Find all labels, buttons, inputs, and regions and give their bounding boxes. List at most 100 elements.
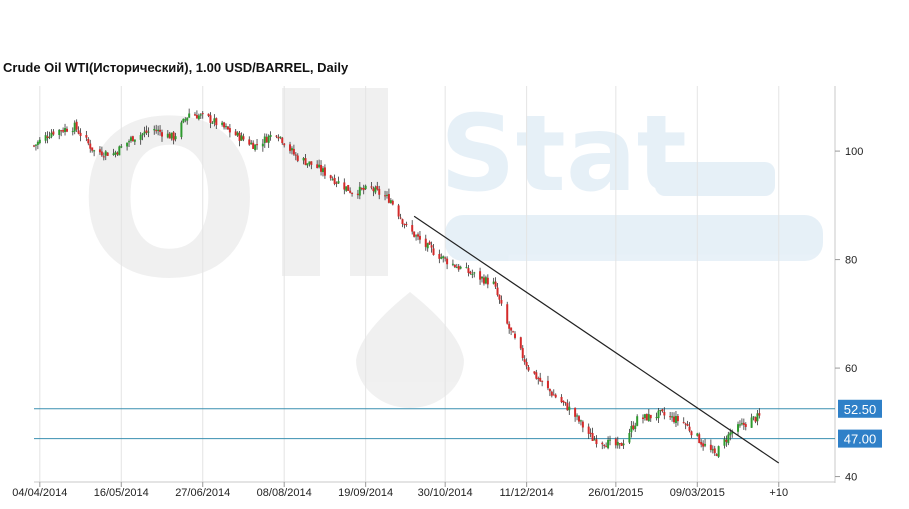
candle-body-up (104, 151, 107, 156)
candle (508, 321, 511, 334)
candle-body-down (744, 424, 747, 427)
candle (484, 275, 487, 285)
candle (228, 123, 231, 138)
candle (541, 380, 544, 387)
candle (581, 420, 584, 433)
candle-body-down (281, 137, 284, 144)
candle (133, 139, 136, 145)
candle (351, 192, 354, 197)
candle (213, 114, 216, 127)
candle (630, 420, 633, 438)
candle-body-down (581, 421, 584, 428)
candle (118, 145, 121, 156)
candle (750, 413, 753, 428)
candle (104, 150, 107, 161)
candle (87, 137, 90, 146)
candle-body-down (591, 433, 594, 441)
candle-body-down (226, 126, 229, 130)
candle (686, 420, 689, 427)
candle (405, 221, 408, 227)
level-label-box (838, 429, 882, 448)
candle (226, 126, 229, 130)
candle (157, 125, 160, 136)
candle (252, 140, 255, 149)
candle-body-down (155, 130, 158, 132)
candle-body-down (702, 443, 705, 447)
candle (457, 263, 460, 272)
x-tick-label: 26/01/2015 (588, 487, 643, 499)
candle-body-down (85, 135, 88, 138)
candle (546, 375, 549, 391)
candle-body-down (603, 444, 606, 446)
candle (550, 390, 553, 398)
candle (364, 184, 367, 190)
candle-body-down (75, 121, 78, 130)
candle-body-down (347, 185, 350, 191)
candle-body-down (663, 411, 666, 416)
candle-body-up (197, 115, 200, 120)
candle (603, 444, 606, 449)
level-label: 52.50 (844, 402, 877, 417)
candle (576, 413, 579, 421)
candle-body-down (506, 304, 509, 324)
candle-body-up (263, 136, 266, 143)
candle-body-down (248, 139, 251, 145)
candle (182, 118, 185, 124)
candle-body-up (616, 441, 619, 446)
candle-body-down (552, 394, 555, 396)
candle-body-down (715, 454, 718, 456)
candle-body-up (129, 137, 132, 141)
candle-body-up (261, 143, 264, 147)
candle-body-up (221, 122, 224, 125)
candle-body-up (213, 118, 216, 123)
candle-body-down (310, 161, 313, 165)
candle (38, 137, 41, 145)
candle-body-down (486, 277, 489, 285)
candle (521, 345, 524, 361)
candle (283, 142, 286, 148)
candle-body-down (438, 254, 441, 259)
candle-body-up (442, 256, 445, 259)
candle-body-down (444, 257, 447, 259)
candle-body-down (413, 231, 416, 237)
candle-body-down (33, 145, 35, 147)
candle-body-up (147, 131, 150, 133)
x-tick-label: 09/03/2015 (670, 487, 725, 499)
candle (281, 136, 284, 145)
candle-body-down (372, 188, 375, 192)
candle (343, 178, 346, 195)
candle (399, 213, 402, 220)
candle-body-down (329, 175, 332, 179)
candle-body-down (424, 238, 427, 247)
candle-body-up (166, 133, 169, 138)
candle-body-down (168, 133, 171, 139)
candle (129, 135, 132, 143)
candle-body-up (186, 117, 189, 121)
candle-body-down (304, 158, 307, 165)
candle-body-down (595, 439, 598, 445)
candle (184, 117, 187, 123)
candle (579, 419, 582, 426)
candle-body-down (46, 136, 49, 138)
candle (254, 144, 257, 152)
candle-body-up (643, 414, 646, 419)
candle (265, 133, 268, 143)
candle-body-down (645, 414, 648, 421)
candle-body-down (632, 425, 635, 430)
candle-body-up (655, 417, 658, 419)
candle-body-down (432, 248, 435, 255)
candle (676, 413, 679, 426)
candle-body-down (614, 438, 617, 446)
candle (289, 141, 292, 154)
candle (234, 129, 237, 136)
candle-body-up (426, 243, 429, 249)
candle-body-up (674, 416, 677, 423)
candle (333, 174, 336, 186)
candle-body-down (79, 132, 82, 137)
candle (335, 181, 338, 188)
candle-body-up (38, 139, 41, 144)
candle-body-down (131, 136, 134, 142)
candle-body-down (676, 415, 679, 422)
candle-body-up (93, 150, 96, 152)
candle-body-down (238, 132, 241, 141)
